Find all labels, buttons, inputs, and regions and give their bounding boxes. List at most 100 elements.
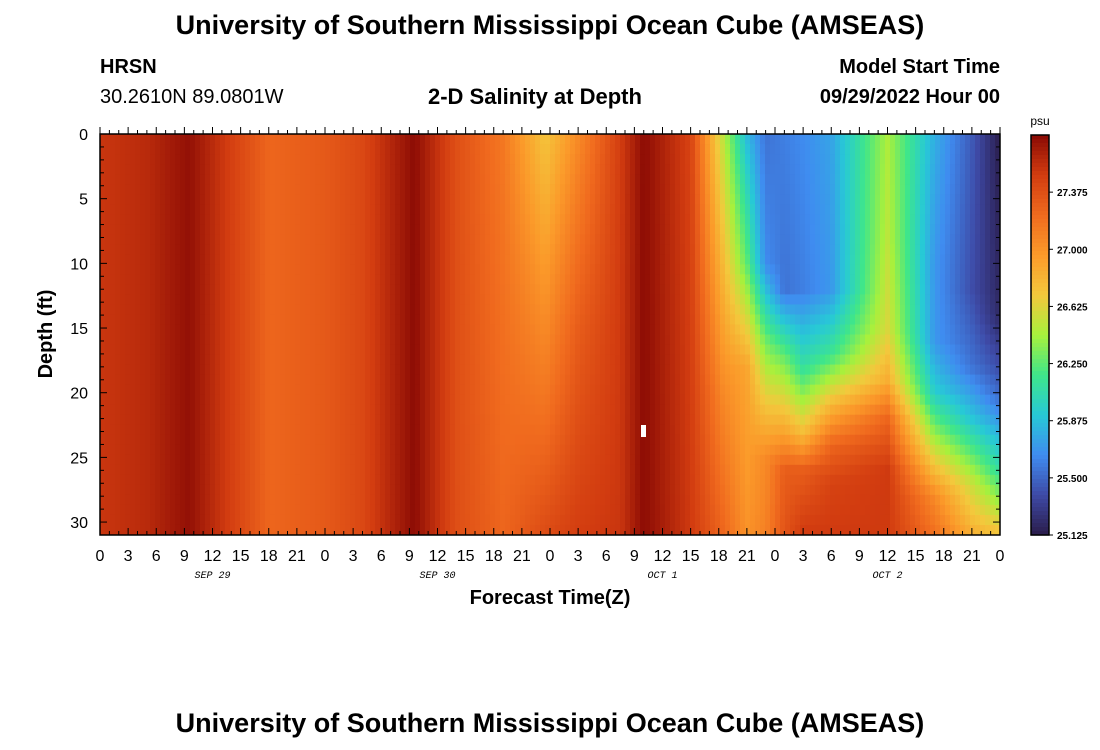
heatmap-cell bbox=[395, 504, 401, 516]
heatmap-cell bbox=[185, 344, 191, 356]
heatmap-cell bbox=[700, 414, 706, 426]
heatmap-cell bbox=[540, 524, 546, 535]
heatmap-cell bbox=[260, 454, 266, 466]
heatmap-cell bbox=[440, 424, 446, 436]
heatmap-cell bbox=[705, 464, 711, 476]
heatmap-cell bbox=[225, 254, 231, 265]
heatmap-cell bbox=[330, 334, 336, 346]
heatmap-cell bbox=[375, 504, 381, 516]
heatmap-cell bbox=[585, 344, 591, 356]
heatmap-cell bbox=[485, 524, 491, 535]
heatmap-cell bbox=[165, 194, 171, 205]
heatmap-cell bbox=[385, 484, 391, 496]
heatmap-cell bbox=[195, 404, 201, 416]
heatmap-cell bbox=[250, 184, 256, 195]
heatmap-cell bbox=[200, 294, 206, 306]
heatmap-cell bbox=[485, 314, 491, 326]
heatmap-cell bbox=[460, 244, 466, 255]
heatmap-cell bbox=[375, 454, 381, 466]
heatmap-cell bbox=[645, 234, 651, 245]
heatmap-cell bbox=[175, 234, 181, 245]
heatmap-cell bbox=[625, 324, 631, 336]
heatmap-cell bbox=[210, 334, 216, 346]
heatmap-cell bbox=[410, 184, 416, 195]
heatmap-cell bbox=[440, 404, 446, 416]
heatmap-cell bbox=[205, 484, 211, 496]
heatmap-cell bbox=[350, 134, 356, 145]
heatmap-cell bbox=[520, 214, 526, 225]
heatmap-cell bbox=[170, 284, 176, 295]
heatmap-cell bbox=[380, 404, 386, 416]
heatmap-cell bbox=[610, 514, 616, 526]
heatmap-cell bbox=[105, 384, 111, 396]
heatmap-cell bbox=[600, 284, 606, 295]
heatmap-cell bbox=[690, 404, 696, 416]
heatmap-cell bbox=[370, 334, 376, 346]
heatmap-cell bbox=[140, 274, 146, 285]
heatmap-cell bbox=[140, 144, 146, 155]
heatmap-cell bbox=[230, 194, 236, 205]
heatmap-cell bbox=[355, 154, 361, 165]
heatmap-cell bbox=[235, 354, 241, 366]
heatmap-cell bbox=[325, 504, 331, 516]
heatmap-cell bbox=[345, 134, 351, 145]
heatmap-cell bbox=[380, 324, 386, 336]
heatmap-cell bbox=[720, 244, 726, 255]
heatmap-cell bbox=[220, 204, 226, 215]
heatmap-cell bbox=[695, 424, 701, 436]
heatmap-cell bbox=[405, 404, 411, 416]
heatmap-cell bbox=[125, 474, 131, 486]
heatmap-cell bbox=[125, 184, 131, 195]
heatmap-cell bbox=[595, 174, 601, 185]
heatmap-cell bbox=[630, 294, 636, 306]
heatmap-cell bbox=[235, 344, 241, 356]
heatmap-cell bbox=[440, 194, 446, 205]
station-name: HRSN bbox=[100, 56, 157, 78]
heatmap-cell bbox=[370, 384, 376, 396]
heatmap-cell bbox=[665, 474, 671, 486]
heatmap-cell bbox=[250, 164, 256, 175]
heatmap-cell bbox=[630, 474, 636, 486]
heatmap-cell bbox=[460, 184, 466, 195]
heatmap-cell bbox=[610, 504, 616, 516]
heatmap-cell bbox=[395, 394, 401, 406]
heatmap-cell bbox=[485, 204, 491, 215]
heatmap-cell bbox=[395, 404, 401, 416]
heatmap-cell bbox=[320, 194, 326, 205]
heatmap-cell bbox=[495, 424, 501, 436]
heatmap-cell bbox=[100, 404, 106, 416]
heatmap-cell bbox=[500, 254, 506, 265]
heatmap-cell bbox=[420, 364, 426, 376]
heatmap-cell bbox=[720, 304, 726, 316]
heatmap-cell bbox=[595, 354, 601, 366]
heatmap-cell bbox=[240, 224, 246, 235]
heatmap-cell bbox=[560, 164, 566, 175]
heatmap-cell bbox=[270, 254, 276, 265]
heatmap-cell bbox=[460, 524, 466, 535]
heatmap-cell bbox=[630, 264, 636, 275]
heatmap-cell bbox=[425, 184, 431, 195]
heatmap-cell bbox=[370, 424, 376, 436]
heatmap-cell bbox=[615, 174, 621, 185]
heatmap-cell bbox=[430, 414, 436, 426]
heatmap-cell bbox=[340, 484, 346, 496]
heatmap-cell bbox=[190, 134, 196, 145]
heatmap-cell bbox=[255, 264, 261, 275]
heatmap-cell bbox=[395, 424, 401, 436]
heatmap-cell bbox=[220, 314, 226, 326]
heatmap-cell bbox=[390, 144, 396, 155]
heatmap-cell bbox=[520, 264, 526, 275]
heatmap-cell bbox=[230, 474, 236, 486]
heatmap-cell bbox=[250, 194, 256, 205]
heatmap-cell bbox=[115, 314, 121, 326]
heatmap-cell bbox=[190, 524, 196, 535]
heatmap-cell bbox=[220, 444, 226, 456]
heatmap-cell bbox=[195, 444, 201, 456]
heatmap-cell bbox=[195, 324, 201, 336]
heatmap-cell bbox=[550, 224, 556, 235]
heatmap-cell bbox=[110, 264, 116, 275]
heatmap-cell bbox=[470, 194, 476, 205]
heatmap-cell bbox=[320, 334, 326, 346]
heatmap-cell bbox=[310, 384, 316, 396]
heatmap-cell bbox=[110, 224, 116, 235]
